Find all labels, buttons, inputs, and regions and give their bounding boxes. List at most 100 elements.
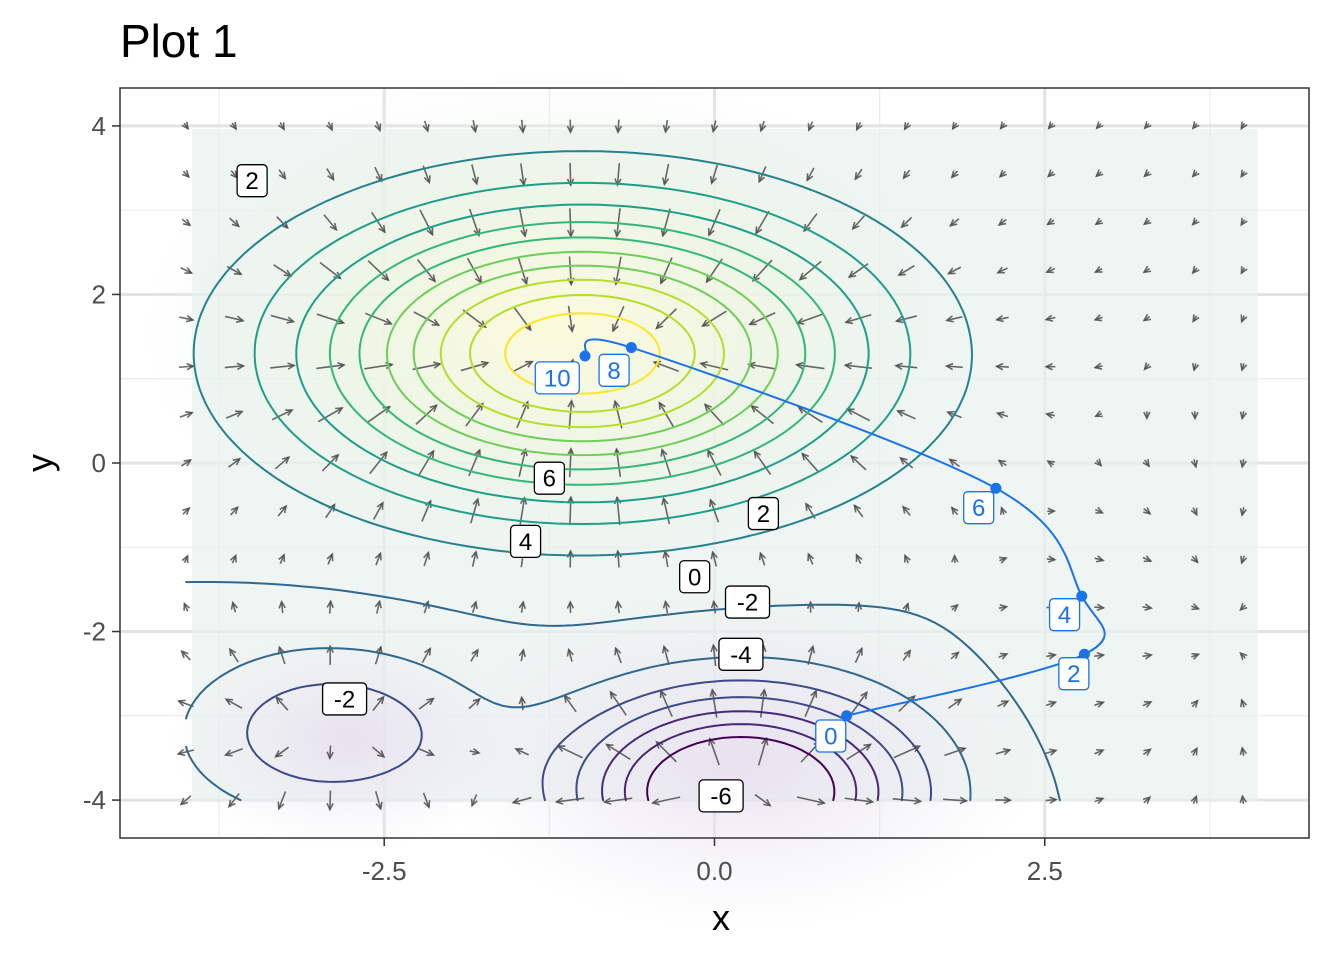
vector-arrow <box>271 409 294 421</box>
vector-arrow <box>942 796 969 805</box>
vector-arrow <box>754 793 772 807</box>
vector-arrow <box>903 553 911 564</box>
y-tick-label: -2 <box>83 617 106 647</box>
vector-arrow <box>1093 265 1103 273</box>
vector-arrow <box>470 550 479 567</box>
vector-arrow <box>1142 701 1153 708</box>
vector-arrow <box>278 169 287 180</box>
vector-arrow <box>465 402 484 427</box>
contour-line <box>469 294 696 413</box>
vector-arrow <box>516 400 529 429</box>
contour-label: 0 <box>679 560 711 594</box>
vector-arrow <box>1045 700 1058 708</box>
vector-arrow <box>1143 362 1152 371</box>
vector-arrow <box>1143 411 1151 421</box>
vector-arrow <box>278 599 286 614</box>
vector-arrow <box>228 647 239 663</box>
vector-arrow <box>1239 602 1248 612</box>
vector-arrow <box>748 311 776 326</box>
vector-arrow <box>421 646 432 664</box>
vector-arrow <box>326 644 334 665</box>
vector-arrow <box>1095 169 1104 178</box>
svg-text:6: 6 <box>543 466 556 493</box>
vector-arrow <box>660 208 671 238</box>
vector-arrow <box>518 648 526 662</box>
vector-arrow <box>999 506 1008 515</box>
vector-arrow <box>894 315 917 324</box>
vector-arrow <box>894 362 918 370</box>
trajectory-label: 2 <box>1058 657 1090 691</box>
vector-arrow <box>995 747 1012 756</box>
vector-arrow <box>512 360 534 373</box>
contour-label: -4 <box>718 637 764 671</box>
vector-arrow <box>517 256 529 286</box>
vector-arrow <box>1240 121 1248 131</box>
vector-arrow <box>326 599 334 614</box>
vector-arrow <box>614 163 622 187</box>
vector-arrow <box>902 169 911 180</box>
svg-text:6: 6 <box>972 495 985 522</box>
vector-arrow <box>418 449 435 476</box>
vector-arrow <box>701 310 727 327</box>
vector-arrow <box>567 399 575 429</box>
vector-arrow <box>1240 555 1248 565</box>
contour-label: 4 <box>509 524 542 559</box>
vector-arrow <box>316 313 346 325</box>
vector-arrow <box>1142 459 1150 468</box>
vector-arrow <box>995 314 1009 323</box>
vector-arrow <box>277 122 285 131</box>
vector-arrow <box>851 215 866 231</box>
vector-arrow <box>228 793 240 809</box>
y-tick-label: 2 <box>92 279 106 309</box>
vector-arrow <box>367 260 390 282</box>
vector-arrow <box>1044 362 1056 371</box>
svg-text:4: 4 <box>1058 602 1071 629</box>
vector-arrow <box>854 601 863 612</box>
vector-arrow <box>229 553 237 564</box>
vector-arrow <box>1142 313 1152 322</box>
vector-arrow <box>1094 555 1105 563</box>
vector-arrow <box>1094 410 1103 418</box>
vector-arrow <box>1093 362 1103 370</box>
vector-arrow <box>1240 217 1248 227</box>
vector-arrow <box>230 600 238 613</box>
vector-arrow <box>566 600 575 613</box>
vector-arrow <box>1190 507 1198 517</box>
vector-arrow <box>710 550 718 567</box>
contour-labels: 2 6 4 2 0 -2 -4 -2 -6 <box>236 164 780 813</box>
contour-label: -2 <box>724 585 771 619</box>
vector-arrow <box>806 167 815 182</box>
vector-arrow <box>1143 169 1152 178</box>
svg-text:8: 8 <box>607 358 620 385</box>
vector-arrow <box>849 454 867 471</box>
vector-arrow <box>708 736 720 766</box>
trajectory-label: 4 <box>1048 598 1081 632</box>
contour-label: -2 <box>321 682 368 716</box>
vector-arrow <box>950 651 960 660</box>
vector-arrow <box>946 266 962 275</box>
vector-arrow <box>1045 748 1058 756</box>
contour-label: 2 <box>236 164 268 198</box>
vector-arrow <box>1239 746 1248 756</box>
vector-arrow <box>323 214 338 232</box>
vector-arrow <box>470 600 478 614</box>
vector-arrow <box>899 456 914 469</box>
trajectory-label: 6 <box>963 491 995 525</box>
vector-arrow <box>1142 603 1154 611</box>
vector-arrow <box>326 745 334 761</box>
vector-arrow <box>994 362 1009 371</box>
vector-arrow <box>270 362 296 370</box>
vector-arrow <box>566 647 574 662</box>
vector-arrow <box>708 498 720 523</box>
vector-arrow <box>655 308 678 330</box>
vector-arrow <box>1143 507 1152 515</box>
vector-arrow <box>374 551 382 566</box>
vector-arrow <box>1047 507 1057 515</box>
vector-arrow <box>995 411 1009 419</box>
vector-arrow <box>613 256 622 286</box>
vector-arrow <box>998 169 1008 179</box>
vector-arrow <box>950 506 959 516</box>
vector-arrow <box>801 452 820 473</box>
y-tick-label: 0 <box>92 448 106 478</box>
vector-arrow <box>896 409 916 420</box>
